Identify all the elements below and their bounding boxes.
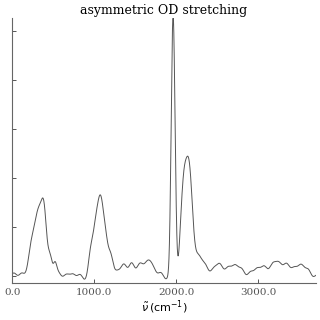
X-axis label: $\tilde{\nu}\,(\rm{cm}^{-1})$: $\tilde{\nu}\,(\rm{cm}^{-1})$ bbox=[141, 298, 188, 316]
Title: asymmetric OD stretching: asymmetric OD stretching bbox=[81, 4, 248, 17]
